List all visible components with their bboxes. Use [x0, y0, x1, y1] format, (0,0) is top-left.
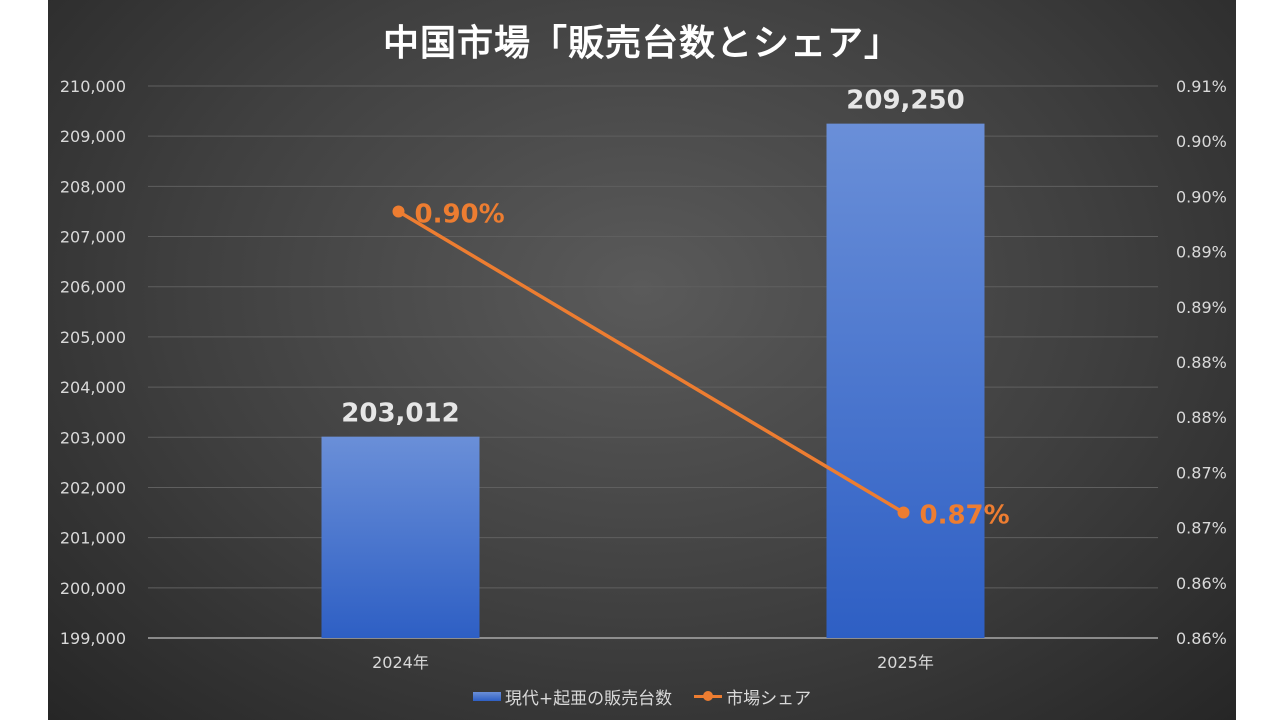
chart-background [48, 0, 1236, 720]
right-tick-label: 0.87% [1176, 519, 1227, 538]
legend-bar-label: 現代+起亜の販売台数 [504, 689, 673, 709]
right-tick-label: 0.86% [1176, 574, 1227, 593]
right-tick-label: 0.86% [1176, 629, 1227, 648]
share-data-label: 0.90% [415, 199, 505, 229]
left-tick-label: 209,000 [60, 127, 126, 146]
legend-bar-swatch [472, 692, 501, 701]
share-data-label: 0.87% [920, 501, 1010, 531]
legend: 現代+起亜の販売台数 市場シェア [48, 684, 1236, 709]
right-tick-label: 0.88% [1176, 353, 1227, 372]
bar-data-label: 209,250 [846, 86, 964, 116]
left-tick-label: 207,000 [60, 228, 126, 247]
chart-title: 中国市場「販売台数とシェア」 [382, 23, 901, 64]
right-tick-label: 0.90% [1176, 132, 1227, 151]
left-tick-label: 210,000 [60, 77, 126, 96]
bar [321, 436, 480, 638]
category-axis: 2024年 2025年 [372, 653, 934, 672]
left-tick-label: 208,000 [60, 177, 126, 196]
left-tick-label: 199,000 [60, 629, 126, 648]
left-axis-ticks: 199,000 200,000 201,000 202,000 203,000 204,0… [60, 77, 126, 648]
left-tick-label: 202,000 [60, 478, 126, 497]
legend-item-bar: 現代+起亜の販売台数 [472, 684, 673, 709]
right-tick-label: 0.90% [1176, 187, 1227, 206]
grid-lines [148, 85, 1158, 639]
bar [826, 123, 985, 639]
right-tick-label: 0.88% [1176, 408, 1227, 427]
left-tick-label: 206,000 [60, 278, 126, 297]
legend-line-swatch [694, 691, 723, 701]
share-point [392, 205, 405, 218]
left-tick-label: 201,000 [60, 529, 126, 548]
right-tick-label: 0.87% [1176, 463, 1227, 482]
category-label: 2025年 [877, 653, 934, 672]
share-line [397, 209, 905, 515]
bar-data-label: 203,012 [341, 399, 459, 429]
bar-series: 203,012 209,250 [321, 86, 985, 639]
left-tick-label: 203,000 [60, 428, 126, 447]
left-tick-label: 204,000 [60, 378, 126, 397]
line-series: 0.90% 0.87% [392, 199, 1010, 531]
right-tick-label: 0.91% [1176, 77, 1227, 96]
share-point [897, 506, 910, 519]
right-axis-ticks: 0.86% 0.86% 0.87% 0.87% 0.88% 0.88% 0.89% 0.89%… [1176, 77, 1227, 648]
right-tick-label: 0.89% [1176, 243, 1227, 262]
right-tick-label: 0.89% [1176, 298, 1227, 317]
legend-item-line: 市場シェア [694, 684, 811, 709]
left-tick-label: 205,000 [60, 328, 126, 347]
legend-line-label: 市場シェア [726, 689, 812, 709]
left-tick-label: 200,000 [60, 579, 126, 598]
category-label: 2024年 [372, 653, 429, 672]
